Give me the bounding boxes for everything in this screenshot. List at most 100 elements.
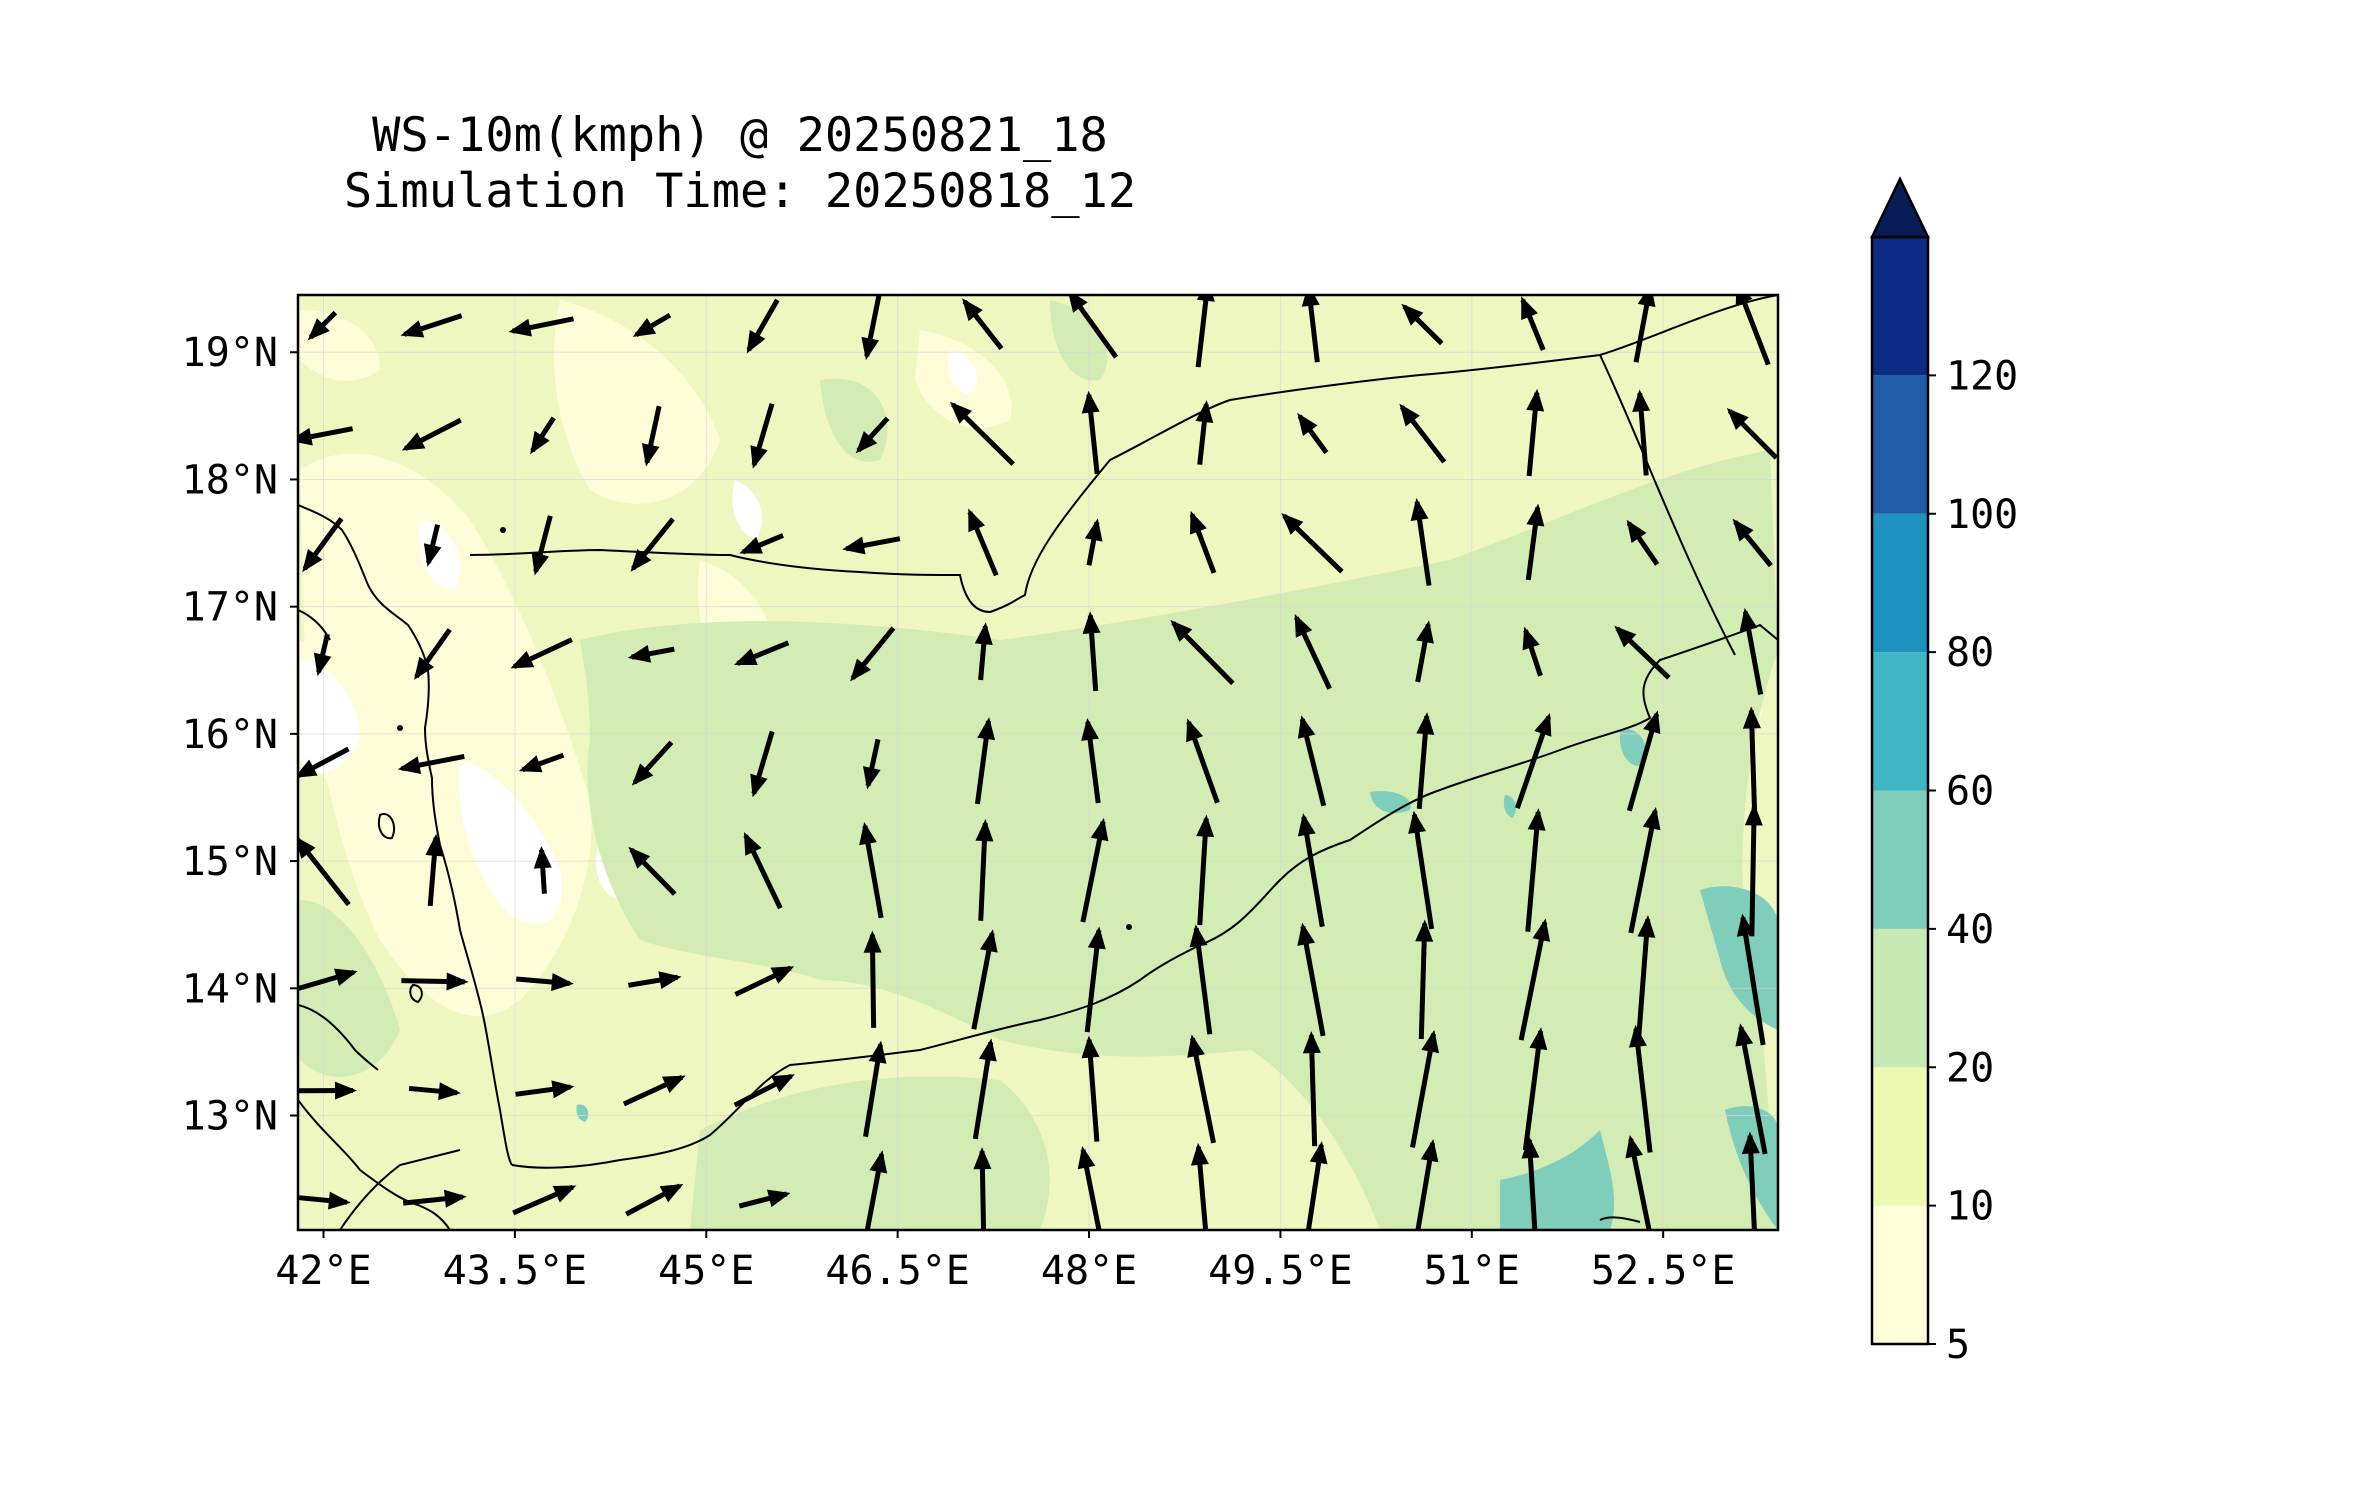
- colorbar-segment: [1872, 513, 1928, 653]
- x-tick-label: 51°E: [1424, 1248, 1520, 1294]
- wind-arrow: [1186, 718, 1220, 804]
- colorbar-tick-label: 20: [1946, 1045, 1994, 1091]
- wind-arrow: [743, 831, 783, 910]
- wind-arrow: [1195, 400, 1214, 465]
- wind-arrow: [307, 310, 338, 341]
- x-tick-label: 46.5°E: [825, 1248, 970, 1294]
- wind-arrow: [1518, 918, 1551, 1041]
- wind-arrow: [733, 640, 790, 666]
- wind-arrow: [423, 524, 442, 567]
- colorbar-tick-label: 120: [1946, 353, 2018, 399]
- colorbar-tick-label: 5: [1946, 1322, 1970, 1368]
- wind-arrow: [1170, 620, 1235, 686]
- wind-arrow: [733, 1073, 795, 1108]
- x-tick-label: 45°E: [658, 1248, 754, 1294]
- ethiopia-border: [339, 1149, 461, 1230]
- eritrea-inland: [298, 1004, 379, 1071]
- wind-arrow: [1281, 513, 1344, 574]
- wind-arrow: [1522, 1027, 1548, 1151]
- wind-arrow: [1196, 814, 1215, 926]
- wind-arrow: [1297, 922, 1326, 1037]
- wind-arrow: [975, 819, 994, 921]
- x-tick-label: 43.5°E: [443, 1248, 588, 1294]
- wind-arrow: [1628, 806, 1661, 934]
- y-tick-label: 14°N: [182, 966, 278, 1012]
- wind-arrow: [401, 972, 469, 991]
- wind-arrow: [625, 1183, 684, 1217]
- wind-arrow: [413, 628, 452, 680]
- wind-arrow: [842, 536, 901, 555]
- wind-arrow: [1726, 408, 1778, 460]
- colorbar-segment: [1872, 1067, 1928, 1206]
- y-tick-label: 18°N: [182, 457, 278, 503]
- colorbar-segment: [1872, 237, 1928, 376]
- wind-arrow: [627, 971, 682, 990]
- island-kamaran: [409, 983, 423, 1004]
- wind-arrow: [298, 837, 351, 907]
- eritrea-coast: [298, 1099, 451, 1230]
- wind-arrow: [1084, 518, 1103, 566]
- wind-arrow: [510, 637, 573, 669]
- wind-arrow: [1739, 607, 1764, 695]
- wind-arrow: [512, 1184, 577, 1216]
- wind-arrow: [1294, 613, 1332, 690]
- wind-arrow: [1189, 510, 1217, 574]
- title-line-1: WS-10m(kmph) @ 20250821_18: [372, 108, 1108, 163]
- wind-arrow: [298, 1081, 358, 1100]
- wind-arrow: [628, 846, 677, 896]
- map-frame: [296, 293, 1780, 1232]
- wind-arrow: [630, 517, 675, 572]
- wind-arrow: [1629, 1024, 1653, 1153]
- wind-arrow: [1401, 303, 1444, 346]
- wind-arrow: [400, 313, 463, 338]
- x-tick-label: 42°E: [275, 1248, 371, 1294]
- wind-arrow: [1190, 1142, 1209, 1230]
- wind-arrow: [1415, 620, 1434, 683]
- wind-arrow: [1302, 1031, 1321, 1147]
- wind-arrow: [1514, 712, 1552, 810]
- wind-arrow: [1301, 295, 1320, 363]
- wind-arrow: [425, 833, 444, 907]
- wind-arrow: [302, 517, 344, 573]
- wind-arrow: [1081, 717, 1101, 804]
- wind-arrow: [1744, 803, 1763, 937]
- y-axis-ticks: 13°N 14°N 15°N 16°N 17°N 18°N 19°N: [182, 330, 298, 1140]
- title-line-2: Simulation Time: 20250818_12: [343, 164, 1137, 219]
- wind-arrow: [402, 1189, 467, 1208]
- red-sea-coast: [298, 504, 513, 1166]
- wind-arrow: [1520, 296, 1546, 351]
- wind-arrow: [1415, 919, 1434, 1040]
- wind-arrow: [1416, 712, 1435, 810]
- wind-arrow: [1741, 1131, 1760, 1230]
- wind-arrow: [850, 626, 896, 682]
- colorbar-segment: [1872, 1205, 1928, 1344]
- wind-arrow: [962, 298, 1004, 351]
- wind-arrow: [864, 1150, 888, 1230]
- wind-arrow: [750, 403, 775, 469]
- wind-arrow: [1189, 924, 1213, 1035]
- wind-arrow: [1632, 389, 1651, 476]
- x-tick-label: 48°E: [1041, 1248, 1137, 1294]
- island-dahlak: [378, 813, 396, 840]
- wind-arrow: [1736, 913, 1766, 1046]
- wind-arrow: [863, 738, 881, 790]
- wind-arrow: [1735, 1023, 1768, 1155]
- wind-arrow: [1408, 810, 1435, 930]
- wind-arrow: [1077, 1145, 1102, 1230]
- wind-arrow: [622, 1075, 686, 1107]
- colorbar-tick-label: 100: [1946, 492, 2018, 538]
- wind-arrow: [1297, 715, 1327, 807]
- wind-vectors: [298, 295, 1778, 1230]
- y-tick-label: 16°N: [182, 712, 278, 758]
- wind-arrow: [1522, 626, 1543, 677]
- colorbar-tick-label: 10: [1946, 1184, 1994, 1230]
- colorbar-segment: [1872, 652, 1928, 791]
- city-dots: [397, 527, 1132, 930]
- y-tick-label: 19°N: [182, 330, 278, 376]
- wind-arrow: [1633, 295, 1656, 363]
- wind-arrow: [1742, 706, 1761, 815]
- wind-arrow: [530, 416, 556, 455]
- colorbar-segment: [1872, 928, 1928, 1068]
- wind-arrow: [972, 1038, 997, 1140]
- y-tick-label: 13°N: [182, 1094, 278, 1140]
